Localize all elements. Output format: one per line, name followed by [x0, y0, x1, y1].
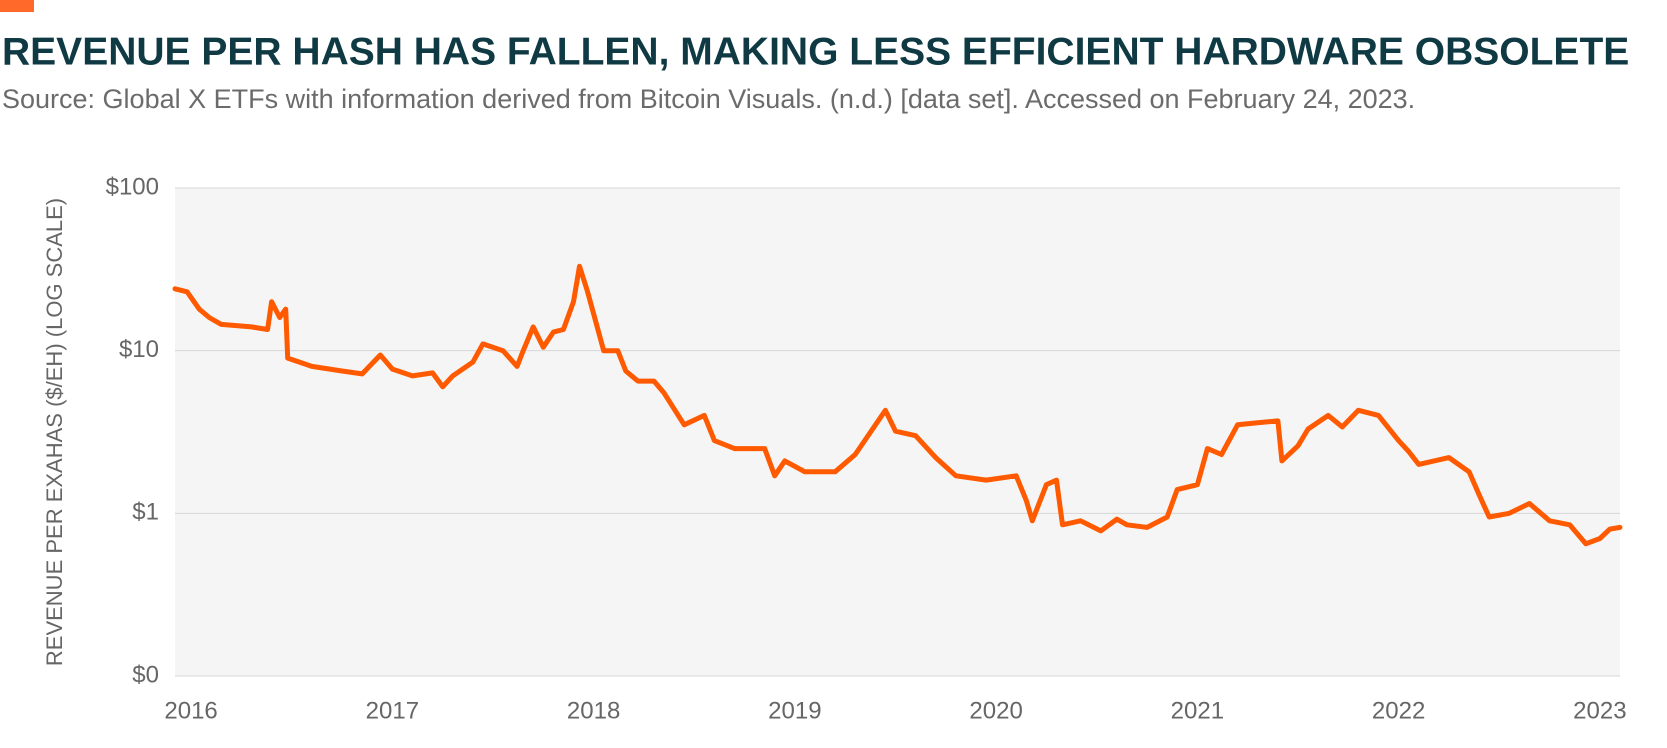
- brand-accent: [0, 0, 34, 12]
- chart-subtitle: Source: Global X ETFs with information d…: [2, 84, 1415, 114]
- y-tick-label: $100: [106, 173, 159, 200]
- x-tick-label: 2022: [1372, 697, 1425, 724]
- data-line: [172, 263, 1623, 547]
- x-tick-label: 2021: [1171, 697, 1224, 724]
- x-tick-label: 2023: [1573, 697, 1626, 724]
- y-tick-label: $0: [132, 661, 159, 688]
- x-tick-label: 2019: [768, 697, 821, 724]
- x-tick-label: 2016: [164, 697, 217, 724]
- chart-title: REVENUE PER HASH HAS FALLEN, MAKING LESS…: [2, 30, 1629, 73]
- y-tick-label: $1: [132, 499, 159, 526]
- x-tick-label: 2018: [567, 697, 620, 724]
- y-axis-label: REVENUE PER EXAHAS ($/EH) (LOG SCALE): [42, 198, 67, 666]
- y-tick-label: $10: [119, 336, 159, 363]
- x-tick-label: 2020: [969, 697, 1022, 724]
- x-tick-label: 2017: [366, 697, 419, 724]
